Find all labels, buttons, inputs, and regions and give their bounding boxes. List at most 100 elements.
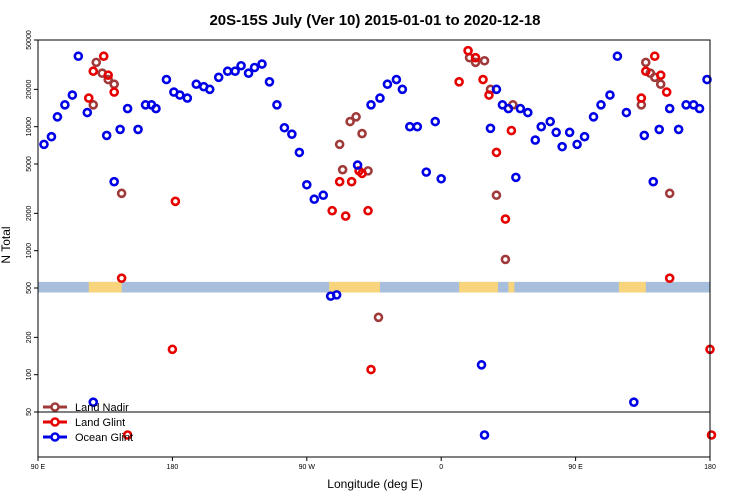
land-glint-point (655, 70, 666, 81)
land-glint-point (340, 211, 351, 221)
y-tick-label: 50000 (26, 30, 33, 50)
land-nadir-point (664, 188, 675, 199)
ocean-glint-point (243, 68, 254, 78)
ocean-glint-point (182, 93, 193, 103)
ocean-glint-point (654, 124, 665, 135)
legend: Land Nadir Land Glint Ocean Glint (43, 402, 133, 444)
legend-label-ocean-glint: Ocean Glint (75, 432, 133, 444)
ocean-glint-point (52, 112, 63, 122)
y-tick-label: 10000 (26, 117, 33, 137)
land-glint-point (366, 364, 376, 375)
y-tick-label: 200 (26, 331, 33, 343)
ocean-glint-point (694, 103, 705, 114)
land-nadir-point (345, 116, 355, 127)
ocean-glint-point (503, 103, 514, 114)
land-nadir-point (351, 112, 361, 122)
land-glint-point (500, 214, 511, 224)
ocean-glint-point (530, 135, 541, 145)
ocean-glint-point (375, 93, 385, 103)
ocean-glint-point (279, 122, 290, 133)
ocean-glint-point (397, 84, 408, 95)
land-nadir-point (109, 79, 119, 90)
ocean-glint-point (639, 130, 650, 141)
land-glint-point (463, 45, 473, 56)
ocean-glint-point (249, 62, 260, 73)
ocean-glint-point (175, 90, 185, 100)
land-glint-point (334, 176, 345, 187)
ocean-glint-point (115, 124, 125, 135)
ocean-glint-point (648, 176, 659, 187)
land-nadir-point (491, 190, 502, 201)
ocean-glint-point (161, 74, 172, 85)
land-band (88, 281, 122, 293)
ocean-glint-point (301, 179, 312, 190)
land-glint-point (706, 430, 717, 440)
x-tick-label: 90 W (299, 464, 316, 471)
ocean-glint-point (109, 176, 119, 187)
land-glint-point (649, 51, 660, 62)
ocean-glint-point (572, 139, 582, 150)
land-nadir-point (116, 188, 127, 199)
ocean-glint-point (122, 103, 133, 114)
ocean-glint-point (382, 79, 393, 90)
land-glint-point (167, 344, 178, 355)
ocean-glint-point (287, 129, 297, 139)
ocean-glint-point (673, 124, 684, 135)
ocean-glint-point (430, 116, 441, 127)
ocean-glint-point (511, 172, 521, 183)
land-band (508, 281, 515, 293)
legend-label-land-glint: Land Glint (75, 417, 125, 429)
ocean-glint-point (551, 127, 561, 138)
ocean-glint-point (101, 130, 112, 141)
land-nadir-point (655, 79, 666, 90)
x-axis: 90 E 180 90 W 0 90 E 180 (31, 457, 716, 471)
ocean-glint-point (366, 100, 376, 110)
land-glint-point (478, 74, 488, 85)
ocean-glint-point (222, 66, 233, 77)
land-glint-point (454, 77, 464, 87)
land-glint-point (491, 147, 502, 158)
x-tick-label: 0 (439, 464, 443, 471)
y-tick-label: 20000 (26, 80, 33, 100)
land-glint-point (98, 51, 109, 62)
ocean-glint-point (46, 131, 57, 142)
ocean-glint-point (621, 107, 632, 118)
ocean-glint-point (605, 90, 615, 100)
legend-marker-land-glint (50, 417, 60, 427)
x-tick-label: 90 E (568, 464, 583, 471)
y-axis: 50000 20000 10000 5000 2000 1000 500 200 100 50 (26, 30, 38, 416)
ocean-glint-point (557, 141, 567, 152)
ocean-glint-point (264, 77, 275, 87)
surface-band (38, 281, 710, 293)
ocean-glint-point (476, 360, 487, 370)
ocean-glint-point (151, 103, 161, 114)
ocean-glint-point (272, 100, 282, 110)
land-nadir-point (334, 139, 345, 150)
land-glint-point (357, 168, 367, 179)
ocean-glint-point (545, 116, 556, 127)
ocean-glint-point (702, 74, 712, 85)
y-tick-label: 1000 (26, 243, 33, 259)
ocean-glint-point (331, 290, 342, 300)
x-tick-label: 180 (704, 464, 716, 471)
ocean-glint-point (294, 147, 305, 158)
land-nadir-point (91, 57, 102, 68)
land-glint-point (327, 205, 337, 216)
y-axis-label: N Total (0, 226, 13, 263)
ocean-glint-point (257, 59, 267, 69)
ocean-glint-point (412, 121, 423, 132)
ocean-glint-point (579, 131, 590, 142)
land-nadir-point (479, 55, 490, 66)
land-nadir-point (337, 164, 348, 175)
chart-title: 20S-15S July (Ver 10) 2015-01-01 to 2020… (209, 12, 540, 29)
ocean-glint-point (67, 90, 78, 100)
land-nadir-point (88, 100, 99, 110)
data-points (39, 45, 717, 440)
land-glint-point (640, 66, 651, 77)
ocean-glint-point (491, 84, 502, 95)
land-glint-point (484, 90, 494, 100)
ocean-glint-point (588, 112, 599, 122)
ocean-glint-point (664, 103, 675, 114)
ocean-glint-point (405, 121, 415, 132)
